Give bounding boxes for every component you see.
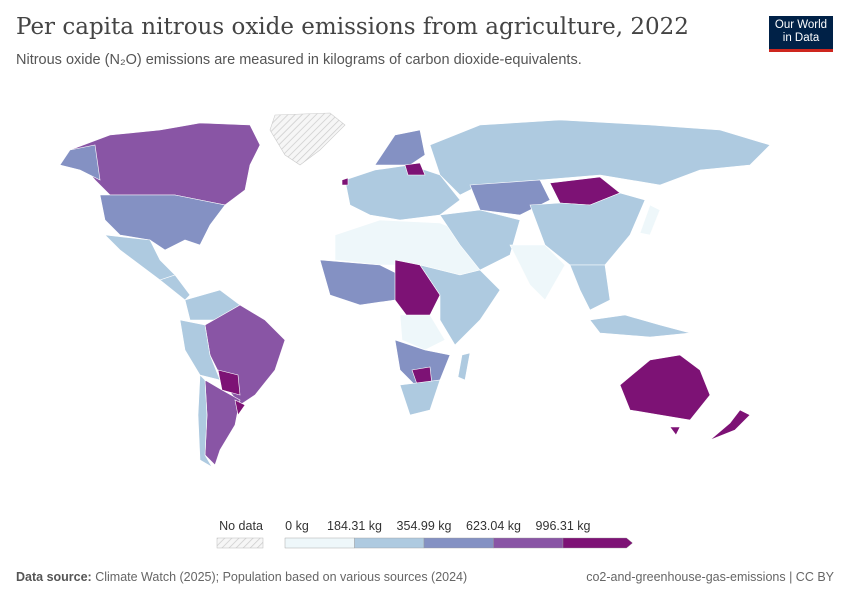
drc[interactable] bbox=[399, 314, 446, 351]
middle-east[interactable] bbox=[439, 209, 521, 271]
canada[interactable] bbox=[69, 122, 261, 206]
legend-no-data-label: No data bbox=[219, 519, 263, 533]
legend-swatch-0[interactable] bbox=[284, 537, 355, 549]
paraguay[interactable] bbox=[217, 369, 241, 396]
alaska[interactable] bbox=[59, 144, 101, 181]
indonesia[interactable] bbox=[589, 314, 691, 338]
east-africa[interactable] bbox=[419, 264, 501, 346]
west-africa[interactable] bbox=[319, 259, 401, 306]
central-america[interactable] bbox=[159, 274, 191, 301]
new-zealand[interactable] bbox=[709, 409, 751, 441]
chile[interactable] bbox=[197, 374, 213, 468]
legend-swatch-3[interactable] bbox=[493, 537, 564, 549]
chart-title: Per capita nitrous oxide emissions from … bbox=[16, 14, 689, 40]
australia[interactable] bbox=[619, 354, 711, 421]
madagascar[interactable] bbox=[457, 352, 471, 381]
owid-logo[interactable]: Our World in Data bbox=[769, 16, 833, 52]
legend-swatch-1[interactable] bbox=[354, 537, 425, 549]
legend-bar bbox=[216, 537, 633, 549]
legend-bin-label: 0 kg bbox=[285, 519, 309, 533]
china[interactable] bbox=[529, 192, 646, 266]
footer-slug[interactable]: co2-and-greenhouse-gas-emissions | CC BY bbox=[586, 570, 834, 584]
legend-swatch-2[interactable] bbox=[423, 537, 494, 549]
greenland[interactable] bbox=[269, 112, 346, 166]
europe[interactable] bbox=[344, 164, 461, 221]
russia[interactable] bbox=[429, 119, 771, 196]
scandinavia[interactable] bbox=[374, 129, 426, 166]
japan[interactable] bbox=[639, 204, 661, 236]
belarus-ireland[interactable] bbox=[341, 162, 426, 186]
uruguay[interactable] bbox=[234, 399, 246, 416]
world-map bbox=[59, 112, 771, 468]
legend-swatch-4[interactable] bbox=[562, 537, 633, 549]
source-text: Climate Watch (2025); Population based o… bbox=[95, 570, 468, 584]
south-africa[interactable] bbox=[399, 379, 441, 416]
india[interactable] bbox=[509, 244, 566, 301]
legend-bin-label: 623.04 kg bbox=[466, 519, 521, 533]
chart-subtitle: Nitrous oxide (N₂O) emissions are measur… bbox=[16, 52, 582, 68]
source-label: Data source: bbox=[16, 570, 92, 584]
legend-bin-label: 354.99 kg bbox=[396, 519, 452, 533]
legend-no-data-swatch bbox=[216, 537, 264, 549]
southeast-asia[interactable] bbox=[569, 264, 611, 311]
usa[interactable] bbox=[99, 194, 226, 251]
legend-bin-label: 996.31 kg bbox=[535, 519, 591, 533]
footer-source: Data source: Climate Watch (2025); Popul… bbox=[16, 570, 467, 584]
legend-bin-label: 184.31 kg bbox=[327, 519, 382, 533]
tasmania[interactable] bbox=[669, 426, 681, 436]
